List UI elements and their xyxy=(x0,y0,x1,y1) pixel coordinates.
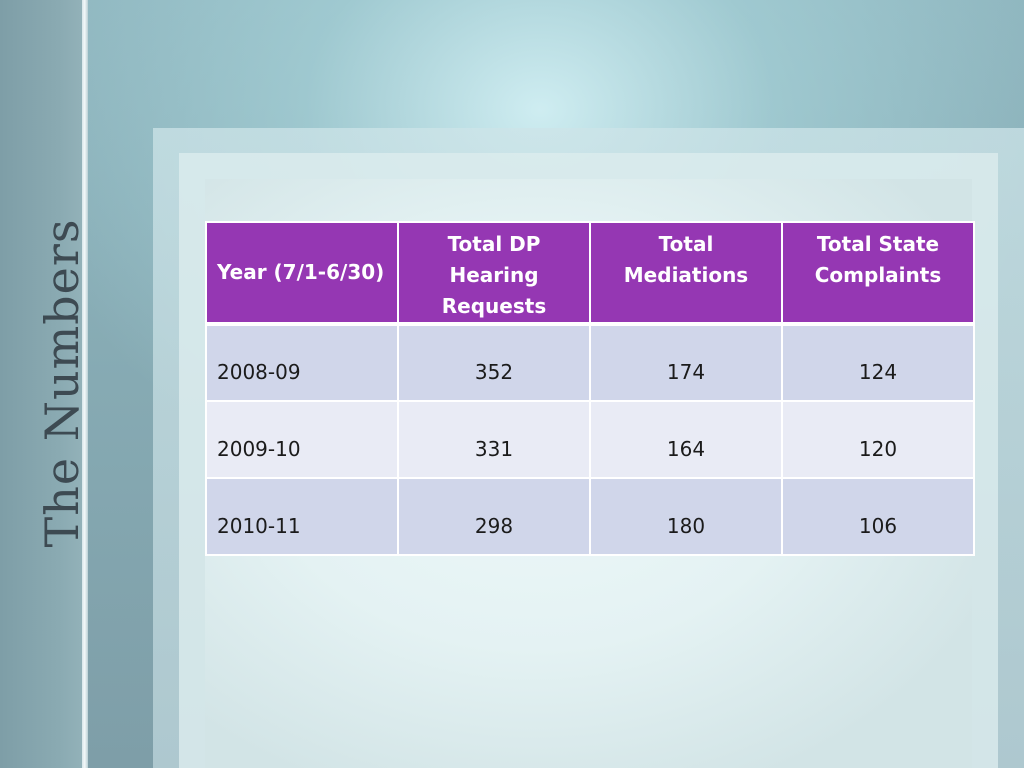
header-total-state-complaints: Total State Complaints xyxy=(781,221,975,325)
cell-year: 2008-09 xyxy=(205,323,399,402)
table-row: 2009-10 331 164 120 xyxy=(205,400,975,479)
cell-mediations: 164 xyxy=(589,400,783,479)
table-row: 2010-11 298 180 106 xyxy=(205,477,975,556)
slide-title: The Numbers xyxy=(35,218,89,548)
cell-dp-hearing-requests: 298 xyxy=(397,477,591,556)
vertical-divider xyxy=(82,0,88,768)
cell-year: 2010-11 xyxy=(205,477,399,556)
numbers-table: Year (7/1-6/30) Total DP Hearing Request… xyxy=(205,221,975,556)
cell-dp-hearing-requests: 352 xyxy=(397,323,591,402)
cell-state-complaints: 124 xyxy=(781,323,975,402)
header-total-dp-hearing-requests: Total DP Hearing Requests xyxy=(397,221,591,325)
cell-state-complaints: 120 xyxy=(781,400,975,479)
left-sidebar-strip xyxy=(0,0,84,768)
cell-year: 2009-10 xyxy=(205,400,399,479)
cell-mediations: 180 xyxy=(589,477,783,556)
cell-mediations: 174 xyxy=(589,323,783,402)
header-year: Year (7/1-6/30) xyxy=(205,221,399,325)
header-total-mediations: Total Mediations xyxy=(589,221,783,325)
table-row: 2008-09 352 174 124 xyxy=(205,323,975,402)
cell-dp-hearing-requests: 331 xyxy=(397,400,591,479)
table-header-row: Year (7/1-6/30) Total DP Hearing Request… xyxy=(205,221,975,325)
cell-state-complaints: 106 xyxy=(781,477,975,556)
